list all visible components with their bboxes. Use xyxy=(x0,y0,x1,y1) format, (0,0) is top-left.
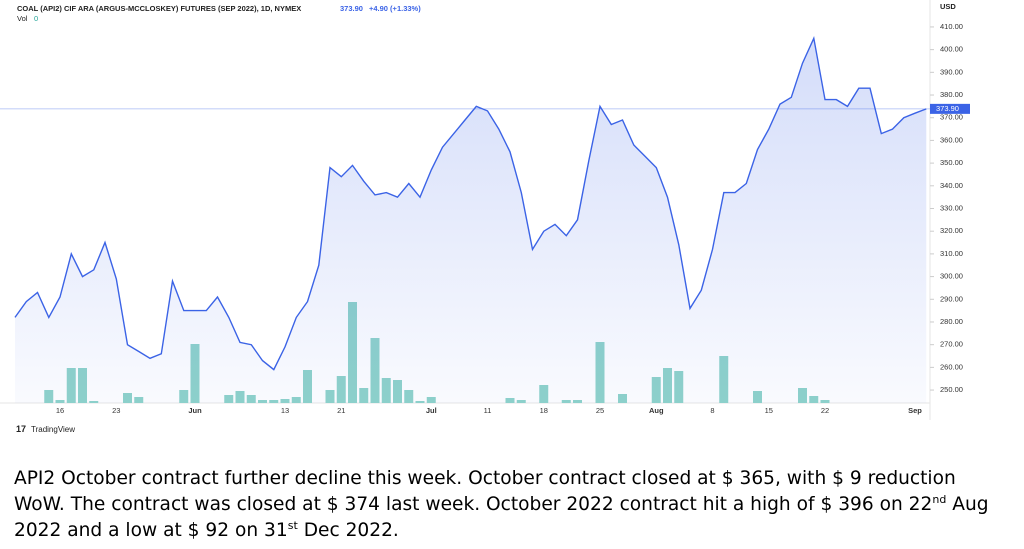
y-tick-label: 300.00 xyxy=(940,272,963,281)
x-tick-label: Sep xyxy=(908,406,922,415)
y-tick-label: 400.00 xyxy=(940,45,963,54)
price: 373.90 xyxy=(340,4,363,13)
x-tick-label: 13 xyxy=(281,406,289,415)
y-tick-label: 250.00 xyxy=(940,385,963,394)
y-tick-label: 330.00 xyxy=(940,203,963,212)
symbol: COAL (API2) CIF ARA (ARGUS-MCCLOSKEY) FU… xyxy=(17,4,301,13)
x-tick-label: 21 xyxy=(337,406,345,415)
y-tick-label: 320.00 xyxy=(940,226,963,235)
y-tick-label: 290.00 xyxy=(940,294,963,303)
price-area xyxy=(15,38,927,404)
x-tick-label: 15 xyxy=(765,406,773,415)
brand-name: TradingView xyxy=(31,425,75,434)
y-tick-label: 260.00 xyxy=(940,362,963,371)
text: Aug 2022 and a low at $ 92 on 31 xyxy=(14,494,989,541)
x-tick-label: 25 xyxy=(596,406,604,415)
superscript: st xyxy=(287,518,298,532)
x-tick-label: 23 xyxy=(112,406,120,415)
x-tick-label: 22 xyxy=(821,406,829,415)
y-tick-label: 360.00 xyxy=(940,135,963,144)
y-tick-label: 280.00 xyxy=(940,317,963,326)
y-tick-label: 370.00 xyxy=(940,113,963,122)
x-tick-label: 18 xyxy=(540,406,548,415)
last-price-label: 373.90 xyxy=(936,104,959,113)
x-tick-label: 8 xyxy=(710,406,714,415)
paragraph: API2 October contract further decline th… xyxy=(14,466,999,544)
chart: COAL (API2) CIF ARA (ARGUS-MCCLOSKEY) FU… xyxy=(0,0,970,434)
y-tick-label: 380.00 xyxy=(940,90,963,99)
brand-mark: 17 xyxy=(16,424,26,434)
y-tick-label: 410.00 xyxy=(940,22,963,31)
y-tick-label: 340.00 xyxy=(940,181,963,190)
change: +4.90 (+1.33%) xyxy=(369,4,421,13)
x-tick-label: Jun xyxy=(188,406,202,415)
price-line xyxy=(14,35,927,371)
y-tick-label: 270.00 xyxy=(940,340,963,349)
x-tick-label: 16 xyxy=(56,406,64,415)
x-tick-label: Aug xyxy=(649,406,664,415)
last-price-box xyxy=(930,103,970,114)
x-tick-label: Jul xyxy=(426,406,437,415)
text: API2 October contract further decline th… xyxy=(14,468,956,515)
y-tick-label: 310.00 xyxy=(940,249,963,258)
x-tick-label: 11 xyxy=(484,406,492,415)
y-tick-label: 390.00 xyxy=(940,67,963,76)
vol-label: Vol xyxy=(17,14,28,23)
currency: USD xyxy=(940,2,956,11)
vol-value: 0 xyxy=(34,14,38,23)
y-tick-label: 350.00 xyxy=(940,158,963,167)
brand: 17 TradingView xyxy=(16,424,75,434)
text: Dec 2022. xyxy=(297,520,399,541)
superscript: nd xyxy=(932,492,947,506)
